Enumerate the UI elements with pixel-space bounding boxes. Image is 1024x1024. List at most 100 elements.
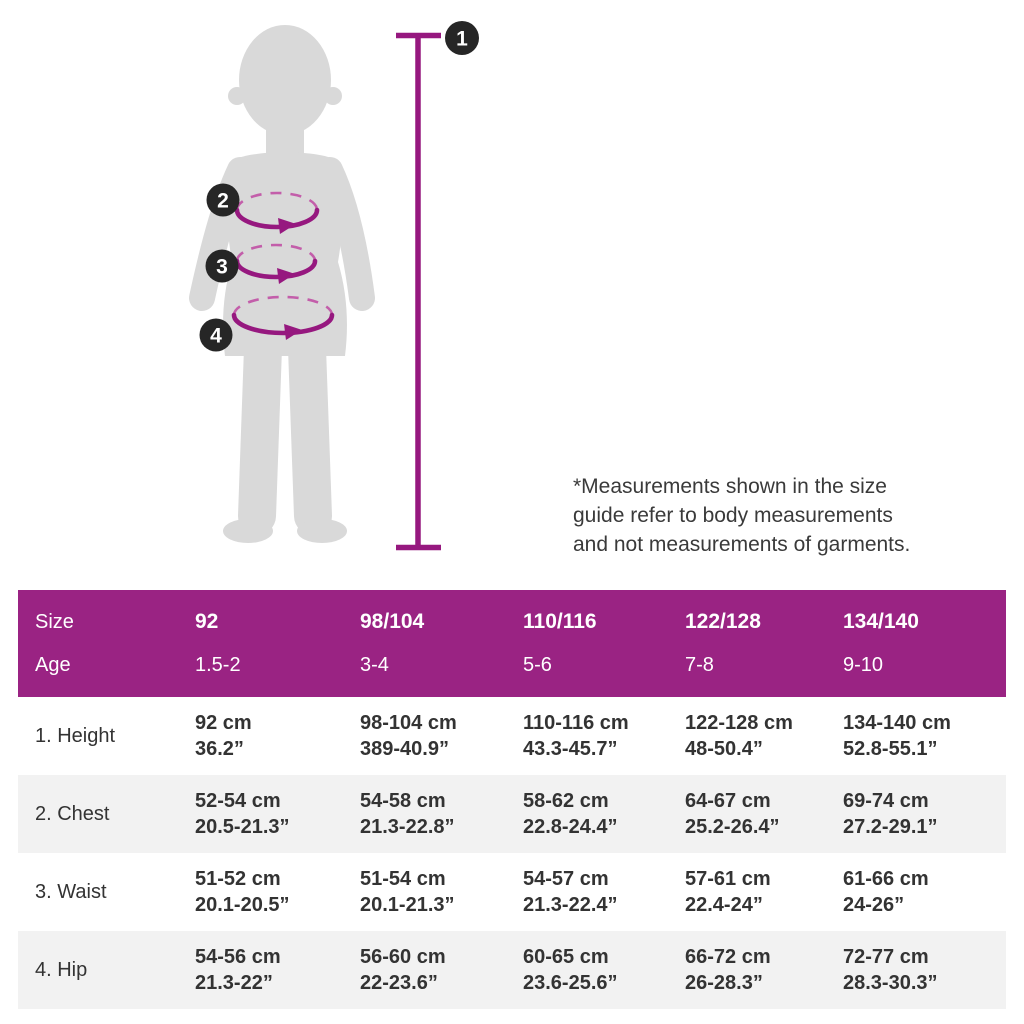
waist-arrow-icon xyxy=(277,268,295,284)
inch-value: 20.5-21.3” xyxy=(195,816,290,838)
inch-value: 36.2” xyxy=(195,738,244,760)
cm-value: 61-66 cm xyxy=(843,868,929,890)
measurement-cell: 110-116 cm 43.3-45.7” xyxy=(523,710,685,762)
cm-value: 72-77 cm xyxy=(843,946,929,968)
size-value: 98/104 xyxy=(360,610,425,633)
inch-value: 20.1-20.5” xyxy=(195,894,290,916)
measurement-cell: 51-54 cm 20.1-21.3” xyxy=(360,866,523,918)
inch-value: 22-23.6” xyxy=(360,972,438,994)
measurement-cell: 64-67 cm 25.2-26.4” xyxy=(685,788,843,840)
age-header-row: Age 1.5-2 3-4 5-6 7-8 9-10 xyxy=(18,654,1006,677)
child-silhouette xyxy=(189,25,375,543)
inch-value: 22.8-24.4” xyxy=(523,816,618,838)
size-table-header: Size 92 98/104 110/116 122/128 134/140 A… xyxy=(18,590,1006,697)
cm-value: 60-65 cm xyxy=(523,946,609,968)
waist-measure-band xyxy=(234,243,318,284)
cm-value: 122-128 cm xyxy=(685,712,793,734)
marker-4-badge: 4 xyxy=(199,318,233,352)
inch-value: 22.4-24” xyxy=(685,894,763,916)
height-measure-line xyxy=(396,32,441,551)
hip-arrow-icon xyxy=(284,324,302,340)
inch-value: 27.2-29.1” xyxy=(843,816,938,838)
measurement-note: *Measurements shown in the size guide re… xyxy=(573,472,910,559)
measurement-cell: 92 cm 36.2” xyxy=(195,710,360,762)
size-value: 110/116 xyxy=(523,610,597,633)
inch-value: 23.6-25.6” xyxy=(523,972,618,994)
chest-arrow-icon xyxy=(278,218,296,234)
size-label: Size xyxy=(35,610,74,633)
measurement-cell: 54-56 cm 21.3-22” xyxy=(195,944,360,996)
inch-value: 21.3-22.8” xyxy=(360,816,455,838)
inch-value: 21.3-22” xyxy=(195,972,273,994)
cm-value: 54-57 cm xyxy=(523,868,609,890)
cm-value: 58-62 cm xyxy=(523,790,609,812)
measurement-note-line: *Measurements shown in the size xyxy=(573,475,887,498)
age-value: 7-8 xyxy=(685,654,714,676)
measurement-cell: 122-128 cm 48-50.4” xyxy=(685,710,843,762)
marker-1-number: 1 xyxy=(456,28,468,51)
inch-value: 48-50.4” xyxy=(685,738,763,760)
cm-value: 52-54 cm xyxy=(195,790,281,812)
row-label: 2. Chest xyxy=(35,802,110,825)
measurement-cell: 60-65 cm 23.6-25.6” xyxy=(523,944,685,996)
table-row-chest: 2. Chest 52-54 cm 20.5-21.3” 54-58 cm 21… xyxy=(18,775,1006,853)
measurement-cell: 56-60 cm 22-23.6” xyxy=(360,944,523,996)
size-header-row: Size 92 98/104 110/116 122/128 134/140 xyxy=(18,610,1006,634)
cm-value: 51-52 cm xyxy=(195,868,281,890)
marker-3-number: 3 xyxy=(216,256,228,279)
cm-value: 98-104 cm xyxy=(360,712,457,734)
cm-value: 54-58 cm xyxy=(360,790,446,812)
cm-value: 134-140 cm xyxy=(843,712,951,734)
marker-4-number: 4 xyxy=(210,325,222,348)
inch-value: 21.3-22.4” xyxy=(523,894,618,916)
size-value: 122/128 xyxy=(685,610,761,633)
table-row-waist: 3. Waist 51-52 cm 20.1-20.5” 51-54 cm 20… xyxy=(18,853,1006,931)
age-value: 9-10 xyxy=(843,654,884,676)
cm-value: 56-60 cm xyxy=(360,946,446,968)
inch-value: 20.1-21.3” xyxy=(360,894,455,916)
measurement-cell: 54-58 cm 21.3-22.8” xyxy=(360,788,523,840)
marker-3-badge: 3 xyxy=(205,249,239,283)
row-label: 1. Height xyxy=(35,724,116,747)
inch-value: 25.2-26.4” xyxy=(685,816,780,838)
measurement-cell: 69-74 cm 27.2-29.1” xyxy=(843,788,1006,840)
age-value: 1.5-2 xyxy=(195,654,241,676)
chest-measure-band xyxy=(234,191,320,234)
cm-value: 54-56 cm xyxy=(195,946,281,968)
marker-1-badge: 1 xyxy=(445,21,479,55)
child-silhouette-diagram: 1 2 3 4 xyxy=(189,21,479,551)
hip-measure-band xyxy=(231,295,335,340)
measurement-note-line: guide refer to body measurements xyxy=(573,504,893,527)
size-value: 92 xyxy=(195,610,219,633)
table-row-height: 1. Height 92 cm 36.2” 98-104 cm 389-40.9… xyxy=(18,697,1006,775)
table-row-hip: 4. Hip 54-56 cm 21.3-22” 56-60 cm 22-23.… xyxy=(18,931,1006,1009)
measurement-cell: 54-57 cm 21.3-22.4” xyxy=(523,866,685,918)
inch-value: 26-28.3” xyxy=(685,972,763,994)
measurement-cell: 52-54 cm 20.5-21.3” xyxy=(195,788,360,840)
size-value: 134/140 xyxy=(843,610,919,633)
cm-value: 51-54 cm xyxy=(360,868,446,890)
inch-value: 28.3-30.3” xyxy=(843,972,938,994)
inch-value: 43.3-45.7” xyxy=(523,738,618,760)
measurement-cell: 66-72 cm 26-28.3” xyxy=(685,944,843,996)
row-label: 3. Waist xyxy=(35,880,107,903)
measurement-cell: 134-140 cm 52.8-55.1” xyxy=(843,710,1006,762)
inch-value: 52.8-55.1” xyxy=(843,738,938,760)
age-value: 5-6 xyxy=(523,654,552,676)
measurement-cell: 51-52 cm 20.1-20.5” xyxy=(195,866,360,918)
measurement-cell: 98-104 cm 389-40.9” xyxy=(360,710,523,762)
cm-value: 69-74 cm xyxy=(843,790,929,812)
age-value: 3-4 xyxy=(360,654,389,676)
marker-2-number: 2 xyxy=(217,190,229,213)
size-table: Size 92 98/104 110/116 122/128 134/140 A… xyxy=(18,590,1006,1009)
cm-value: 57-61 cm xyxy=(685,868,771,890)
measurement-note-line: and not measurements of garments. xyxy=(573,533,911,556)
cm-value: 66-72 cm xyxy=(685,946,771,968)
measurement-cell: 72-77 cm 28.3-30.3” xyxy=(843,944,1006,996)
cm-value: 110-116 cm xyxy=(523,712,629,734)
measurement-cell: 58-62 cm 22.8-24.4” xyxy=(523,788,685,840)
measurement-cell: 57-61 cm 22.4-24” xyxy=(685,866,843,918)
cm-value: 92 cm xyxy=(195,712,252,734)
marker-2-badge: 2 xyxy=(206,183,240,217)
